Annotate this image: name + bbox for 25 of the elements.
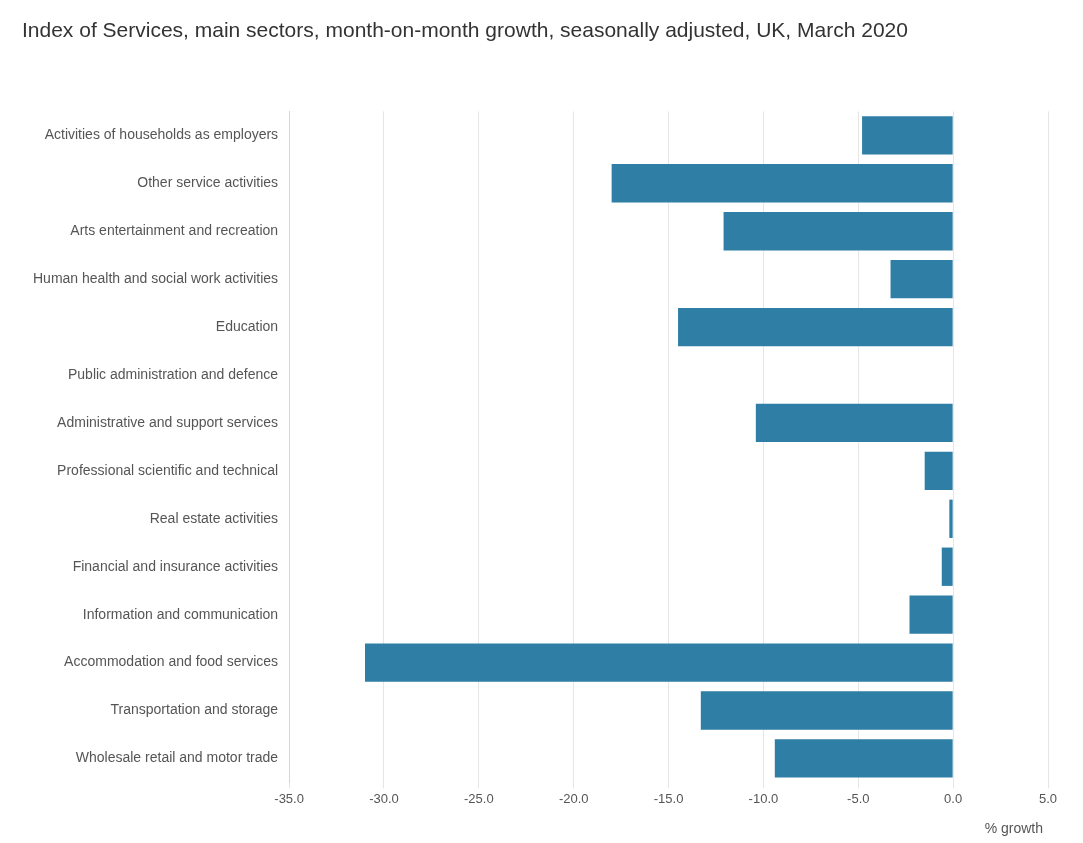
x-tick-label: 5.0 <box>1038 790 1058 806</box>
x-tick-label: -35.0 <box>274 790 304 806</box>
x-tick-label: -25.0 <box>464 790 494 806</box>
y-tick-label: Real estate activities <box>149 509 279 526</box>
x-tick-label: -10.0 <box>748 790 779 806</box>
y-tick-label: Professional scientific and technical <box>57 461 279 478</box>
x-axis-title: % growth <box>984 820 1043 836</box>
x-tick-label: -5.0 <box>847 790 870 806</box>
x-tick-label: -20.0 <box>558 790 589 806</box>
x-tick-label: -30.0 <box>369 790 399 806</box>
y-tick-label: Financial and insurance activities <box>72 557 279 574</box>
y-tick-label: Education <box>215 317 279 334</box>
y-tick-label: Other service activities <box>137 174 279 191</box>
y-tick-label: Wholesale retail and motor trade <box>75 749 279 766</box>
chart-title: Index of Services, main sectors, month-on-month growth, seasonally adjusted, UK, March 2020 <box>22 17 909 43</box>
x-tick-label: 0.0 <box>944 790 963 806</box>
y-tick-label: Administrative and support services <box>57 413 279 430</box>
y-tick-label: Public administration and defence <box>67 365 279 382</box>
y-tick-label: Arts entertainment and recreation <box>70 222 279 239</box>
y-tick-label: Information and communication <box>82 605 279 622</box>
y-tick-label: Accommodation and food services <box>64 653 279 670</box>
y-tick-label: Human health and social work activities <box>32 270 279 287</box>
y-tick-label: Transportation and storage <box>110 701 279 718</box>
x-tick-label: -15.0 <box>653 790 684 806</box>
y-tick-label: Activities of households as employers <box>44 126 279 143</box>
